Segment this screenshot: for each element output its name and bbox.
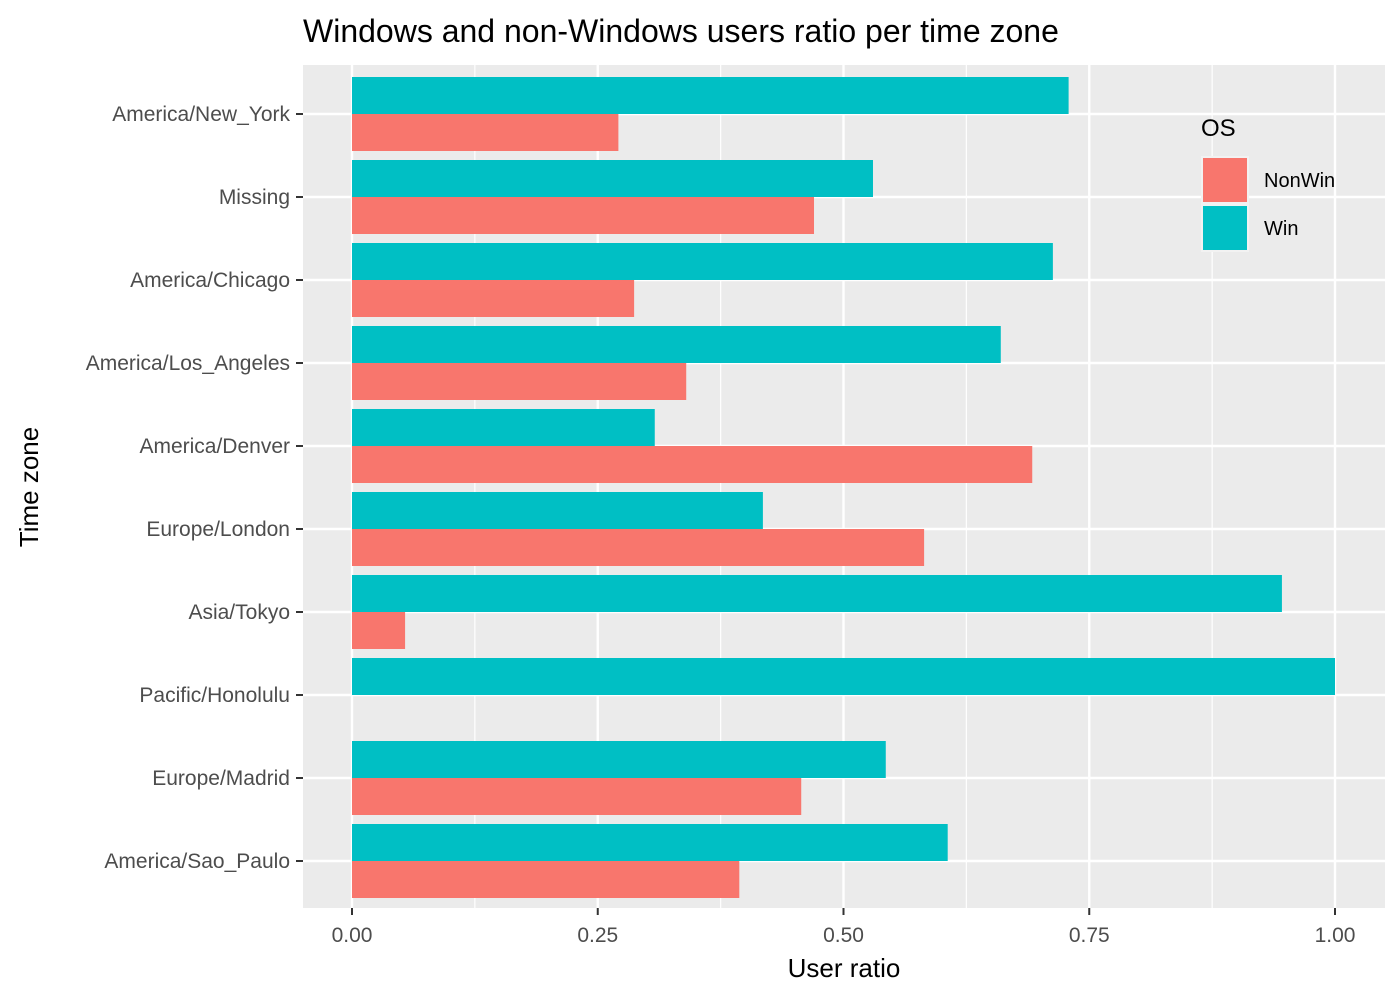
- bar-nonwin: [352, 529, 925, 566]
- bar-nonwin: [352, 861, 740, 898]
- y-tick-label: Missing: [219, 186, 290, 209]
- x-tick-label: 1.00: [1315, 924, 1356, 947]
- y-axis-title: Time zone: [14, 427, 44, 547]
- chart-title: Windows and non-Windows users ratio per …: [303, 13, 1059, 49]
- y-tick-label: America/Denver: [139, 435, 290, 458]
- bar-win: [352, 741, 886, 778]
- bar-nonwin: [352, 778, 802, 815]
- y-tick-label: Europe/London: [146, 518, 290, 541]
- bar-nonwin: [352, 363, 687, 400]
- bar-win: [352, 824, 948, 861]
- x-tick-label: 0.50: [823, 924, 864, 947]
- bars: [352, 77, 1335, 898]
- x-tick-label: 0.25: [577, 924, 618, 947]
- y-tick-label: Europe/Madrid: [152, 767, 290, 790]
- bar-win: [352, 492, 763, 529]
- y-tick-label: America/New_York: [112, 103, 290, 126]
- y-axis: America/New_York Missing America/Chicago Am…: [86, 103, 303, 873]
- y-tick-label: Pacific/Honolulu: [139, 684, 290, 707]
- legend-swatch-win: [1203, 206, 1247, 250]
- y-tick-label: America/Sao_Paulo: [104, 850, 290, 873]
- bar-win: [352, 575, 1282, 612]
- x-tick-label: 0.00: [332, 924, 373, 947]
- y-tick-label: America/Chicago: [130, 269, 290, 292]
- x-axis-title: User ratio: [788, 953, 901, 983]
- x-tick-label: 0.75: [1069, 924, 1110, 947]
- legend: OS NonWin Win: [1201, 115, 1335, 252]
- bar-win: [352, 326, 1001, 363]
- bar-win: [352, 243, 1053, 280]
- legend-title: OS: [1201, 115, 1236, 142]
- bar-win: [352, 77, 1069, 114]
- bar-win: [352, 658, 1335, 695]
- bar-win: [352, 160, 873, 197]
- bar-nonwin: [352, 114, 619, 151]
- y-tick-label: Asia/Tokyo: [188, 601, 290, 624]
- bar-nonwin: [352, 612, 406, 649]
- y-tick-label: America/Los_Angeles: [86, 352, 290, 375]
- bar-win: [352, 409, 655, 446]
- legend-swatch-nonwin: [1203, 158, 1247, 202]
- bar-nonwin: [352, 197, 815, 234]
- x-axis: 0.00 0.25 0.50 0.75 1.00: [332, 908, 1356, 947]
- bar-nonwin: [352, 280, 635, 317]
- bar-nonwin: [352, 446, 1033, 483]
- legend-label-win: Win: [1264, 218, 1298, 240]
- legend-label-nonwin: NonWin: [1264, 170, 1335, 192]
